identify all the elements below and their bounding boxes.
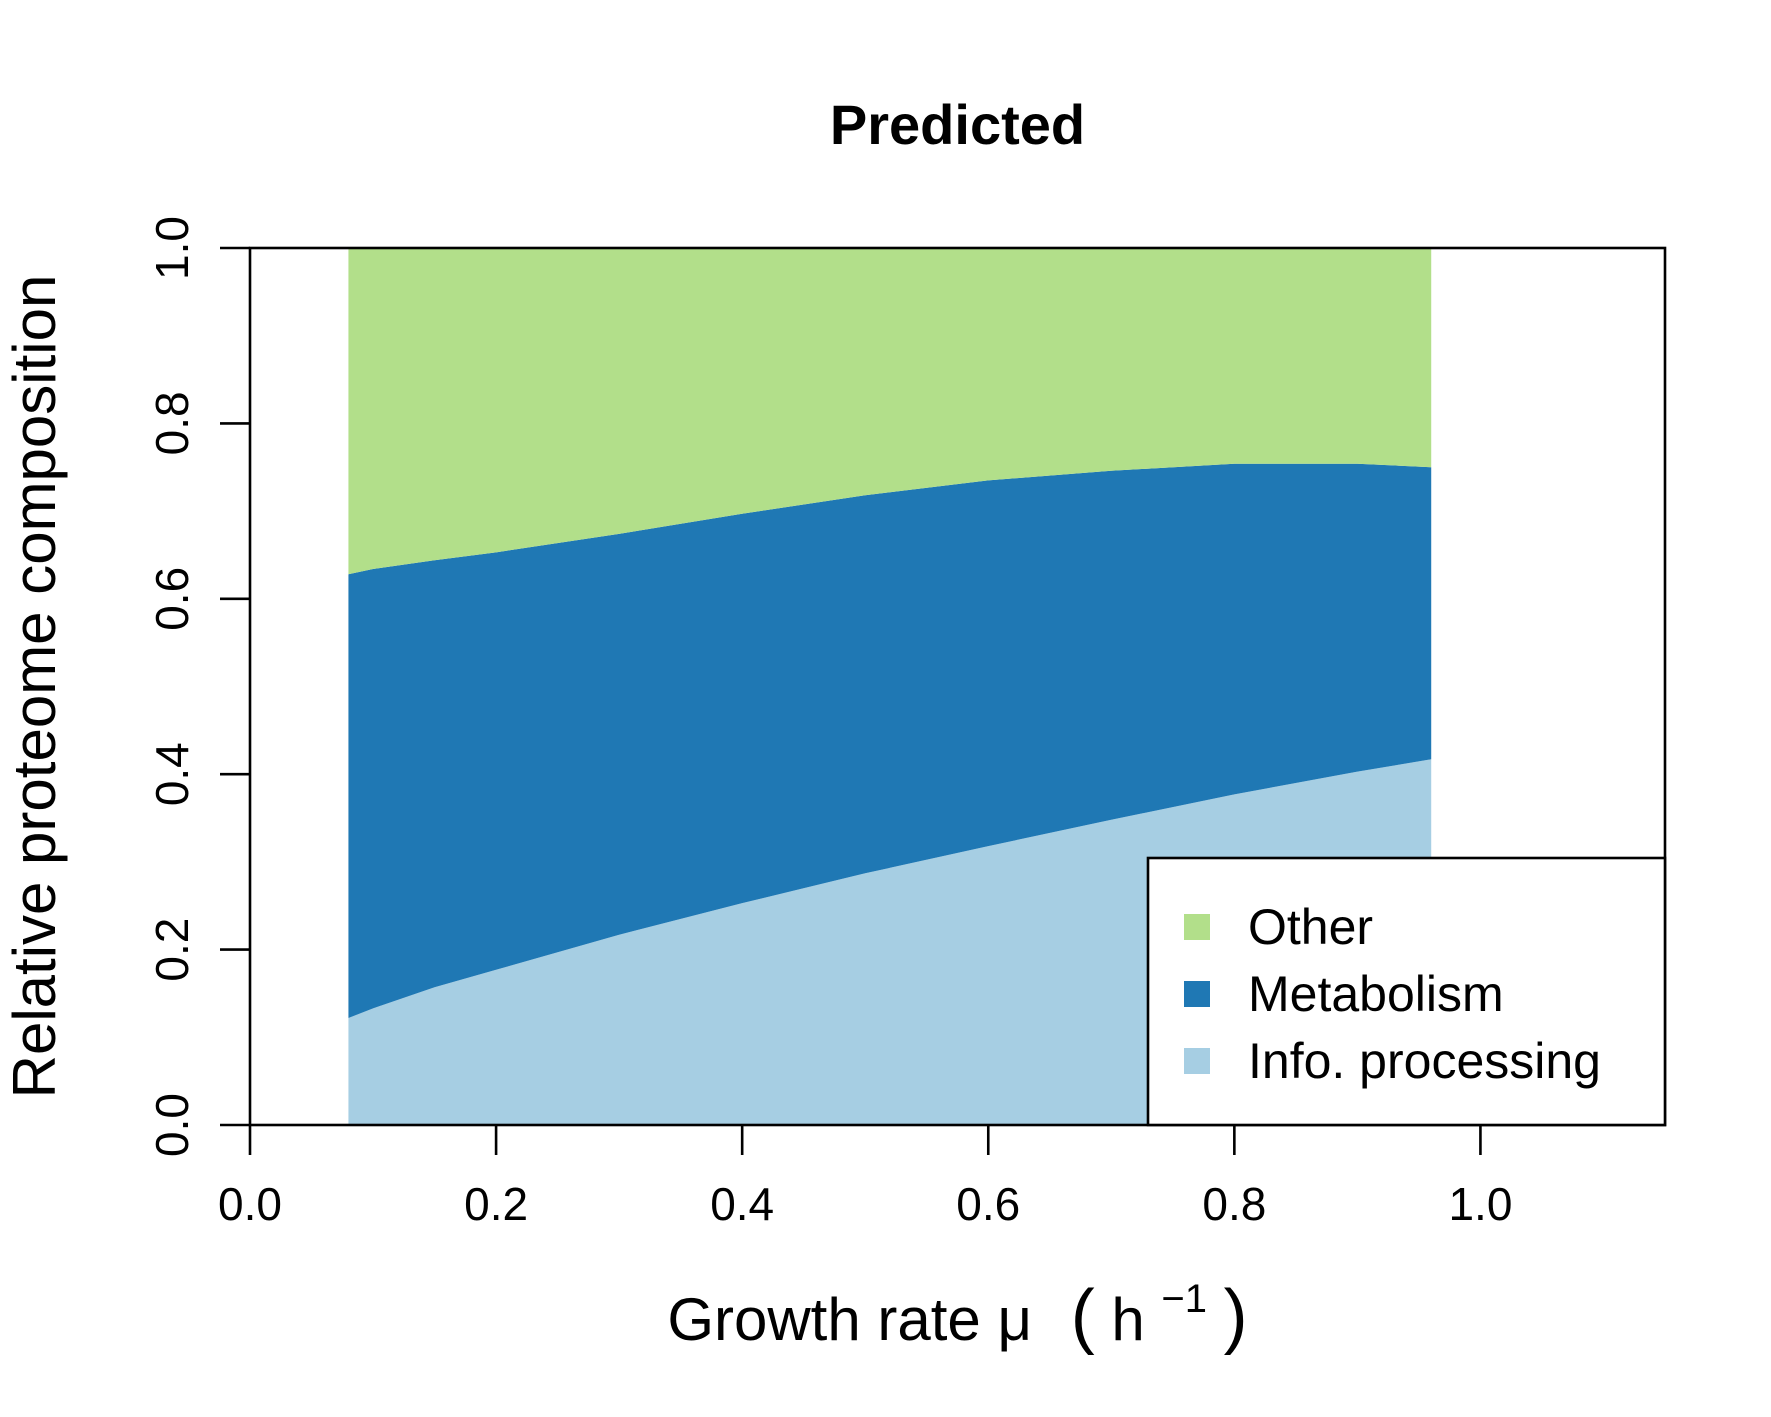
legend-box: [1146, 856, 1667, 1127]
area-other: [348, 248, 1432, 575]
x-axis-title: Growth rate μ ( h −1 ): [667, 1258, 1247, 1356]
x-tick-label: 0.8: [1202, 1178, 1266, 1230]
legend-swatch-other: [1184, 914, 1210, 940]
x-tick-label: 0.2: [464, 1178, 528, 1230]
legend-label-metabolism: Metabolism: [1248, 966, 1504, 1022]
y-axis: 0.0 0.2 0.4 0.6 0.8 1.0: [146, 216, 250, 1157]
x-tick-label: 0.6: [956, 1178, 1020, 1230]
y-tick-label: 0.0: [146, 1093, 198, 1157]
legend-label-info-processing: Info. processing: [1248, 1033, 1601, 1089]
legend-swatch-info-processing: [1184, 1048, 1210, 1074]
legend-swatch-metabolism: [1184, 981, 1210, 1007]
y-tick-label: 0.8: [146, 391, 198, 455]
x-axis-close-paren: ): [1224, 1276, 1248, 1356]
x-axis-unit-base: h: [1111, 1286, 1144, 1353]
x-tick-label: 1.0: [1448, 1178, 1512, 1230]
y-tick-label: 1.0: [146, 216, 198, 280]
y-tick-label: 0.4: [146, 742, 198, 806]
chart-title: Predicted: [830, 93, 1085, 156]
legend: Other Metabolism Info. processing: [1146, 856, 1667, 1127]
legend-items: Other Metabolism Info. processing: [1184, 899, 1601, 1089]
legend-label-other: Other: [1248, 899, 1373, 955]
x-axis-unit-exponent: −1: [1161, 1277, 1207, 1321]
y-tick-label: 0.2: [146, 918, 198, 982]
area-metabolism: [348, 463, 1432, 1019]
y-axis-title: Relative proteome composition: [1, 275, 68, 1099]
y-tick-label: 0.6: [146, 567, 198, 631]
x-axis: 0.0 0.2 0.4 0.6 0.8 1.0: [218, 1125, 1512, 1230]
plot-frame: [248, 246, 1667, 1127]
x-tick-label: 0.4: [710, 1178, 774, 1230]
x-axis-label: Growth rate μ: [667, 1286, 1032, 1353]
x-tick-label: 0.0: [218, 1178, 282, 1230]
x-axis-open-paren: (: [1071, 1276, 1095, 1356]
